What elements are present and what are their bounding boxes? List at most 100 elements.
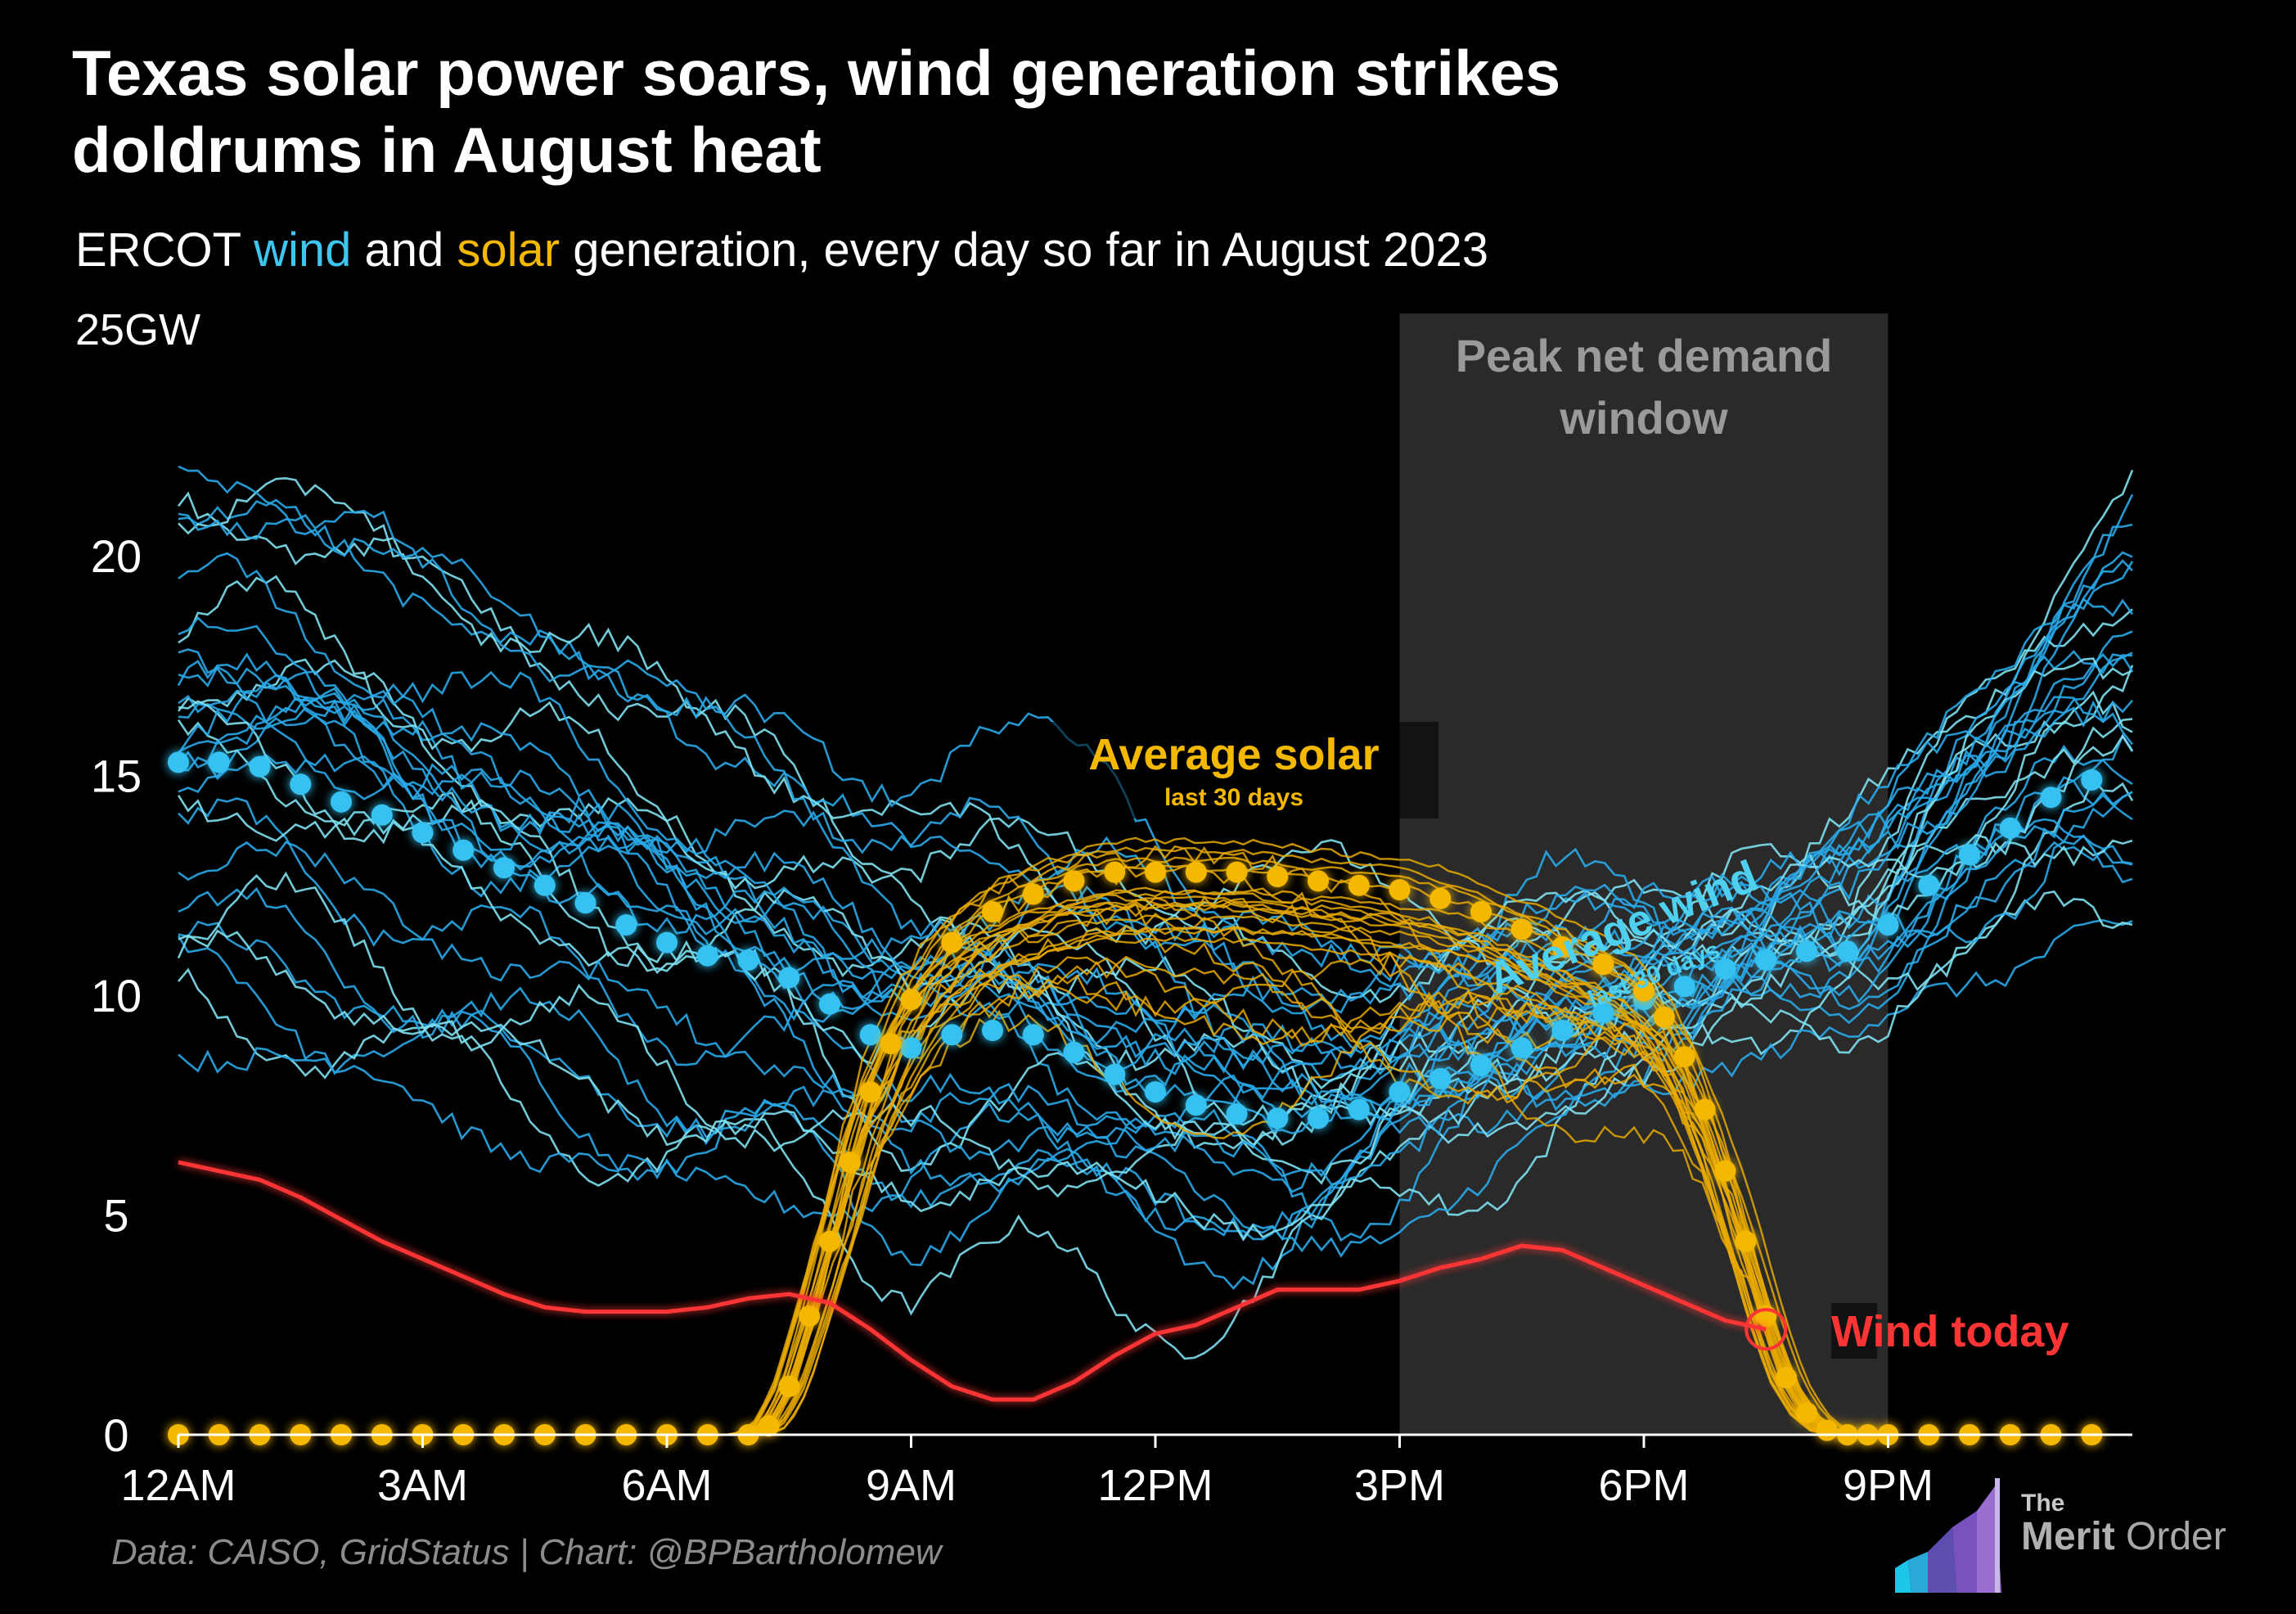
title-line-1: Texas solar power soars, wind generation… — [72, 37, 1561, 109]
average-point — [819, 993, 840, 1015]
x-tick-label: 9PM — [1843, 1461, 1934, 1510]
average-point — [2040, 787, 2062, 809]
logo-merit-order: Merit Order — [2021, 1514, 2226, 1559]
y-tick-label: 15 — [91, 751, 142, 802]
peak-net-demand-window — [1399, 313, 1889, 1435]
average-solar-sublabel: last 30 days — [1164, 784, 1303, 811]
average-point — [1348, 1098, 1370, 1120]
x-tick-label: 9AM — [866, 1461, 957, 1510]
wind-today-line — [178, 1160, 1767, 1402]
y-tick-labels: 0 5 10 15 20 — [91, 530, 142, 1461]
y-tick-label: 10 — [91, 970, 142, 1021]
wind-today-label-background — [1831, 1303, 1877, 1359]
y-tick-label: 5 — [103, 1190, 128, 1242]
peak-window-label-line-1: Peak net demand — [1456, 330, 1833, 381]
average-point — [799, 1305, 821, 1327]
average-point — [656, 931, 678, 954]
average-point — [859, 1081, 881, 1103]
x-axis-ticks: 12AM 3AM 6AM 9AM 12PM 3PM 6PM 9PM — [120, 1435, 1934, 1510]
subtitle-suffix: generation, every day so far in August 2… — [560, 223, 1489, 277]
average-point — [1226, 861, 1248, 883]
subtitle-wind-word: wind — [254, 223, 352, 277]
subtitle-and: and — [351, 223, 457, 277]
average-point — [982, 1020, 1003, 1041]
average-point — [1348, 874, 1370, 896]
average-point — [1226, 1103, 1248, 1125]
average-point — [1389, 879, 1411, 901]
average-point — [1816, 1419, 1838, 1441]
average-point — [1592, 954, 1614, 976]
average-point — [331, 791, 352, 813]
average-point — [1104, 861, 1126, 883]
average-point — [982, 901, 1003, 922]
average-point — [900, 989, 922, 1011]
wind-day-line — [177, 650, 2133, 1290]
average-wind-series — [168, 751, 2103, 1129]
average-point — [1185, 1094, 1207, 1116]
average-point — [290, 773, 312, 796]
average-point — [615, 914, 637, 936]
average-point — [1470, 1054, 1492, 1076]
y-axis-unit-label: 25GW — [75, 305, 201, 354]
average-point — [696, 945, 718, 967]
title-line-2: doldrums in August heat — [72, 114, 822, 186]
average-solar-label-background — [1046, 722, 1438, 818]
average-point — [1063, 870, 1085, 892]
logo-the: The — [2021, 1490, 2065, 1517]
average-point — [1429, 887, 1452, 909]
chart-title: Texas solar power soars, wind generation… — [72, 34, 2118, 188]
average-point — [1959, 844, 1980, 866]
average-point — [1145, 861, 1166, 883]
wind-day-line — [178, 494, 2134, 1093]
y-tick-label: 0 — [103, 1409, 128, 1461]
logo-merit: Merit — [2021, 1515, 2115, 1558]
average-point — [737, 949, 759, 971]
average-point — [1755, 949, 1777, 971]
x-tick-label: 3AM — [377, 1461, 468, 1510]
average-point — [1877, 914, 1899, 936]
average-point — [249, 755, 271, 778]
average-point — [208, 751, 230, 773]
wind-day-line — [178, 465, 2133, 981]
average-point — [900, 1037, 922, 1059]
average-point — [1714, 958, 1736, 980]
average-point — [819, 1230, 840, 1252]
average-point — [533, 874, 556, 896]
wind-day-line — [178, 841, 2133, 1241]
average-point — [1735, 1230, 1757, 1252]
average-point — [839, 1152, 861, 1174]
merit-order-logo — [1895, 1478, 2001, 1593]
average-point — [574, 892, 597, 914]
wind-day-line — [178, 551, 2133, 1075]
average-point — [1673, 1046, 1695, 1068]
average-point — [1063, 1041, 1085, 1063]
wind-day-line — [178, 509, 2133, 1002]
average-point — [1796, 940, 1817, 963]
average-point — [1836, 940, 1858, 963]
average-solar-label: Average solar — [1088, 730, 1379, 779]
wind-day-line — [178, 776, 2133, 1242]
average-point — [371, 804, 393, 826]
average-point — [1510, 1037, 1533, 1059]
average-point — [1776, 1367, 1798, 1389]
average-solar-series — [168, 861, 2103, 1445]
average-point — [1145, 1081, 1166, 1103]
x-tick-label: 12PM — [1097, 1461, 1213, 1510]
average-point — [412, 822, 434, 844]
x-tick-label: 6PM — [1598, 1461, 1689, 1510]
x-tick-label: 12AM — [120, 1461, 236, 1510]
average-point — [778, 967, 800, 989]
average-point — [1429, 1068, 1452, 1089]
average-point — [1673, 976, 1695, 998]
y-tick-label: 20 — [91, 530, 142, 582]
average-point — [1470, 901, 1492, 922]
average-point — [758, 1415, 780, 1437]
average-point — [1308, 1107, 1329, 1129]
average-point — [1389, 1081, 1411, 1103]
average-point — [941, 1024, 963, 1046]
average-point — [1653, 1006, 1675, 1028]
average-point — [452, 839, 475, 861]
wind-day-line — [177, 469, 2134, 1120]
wind-day-line — [178, 561, 2134, 1083]
